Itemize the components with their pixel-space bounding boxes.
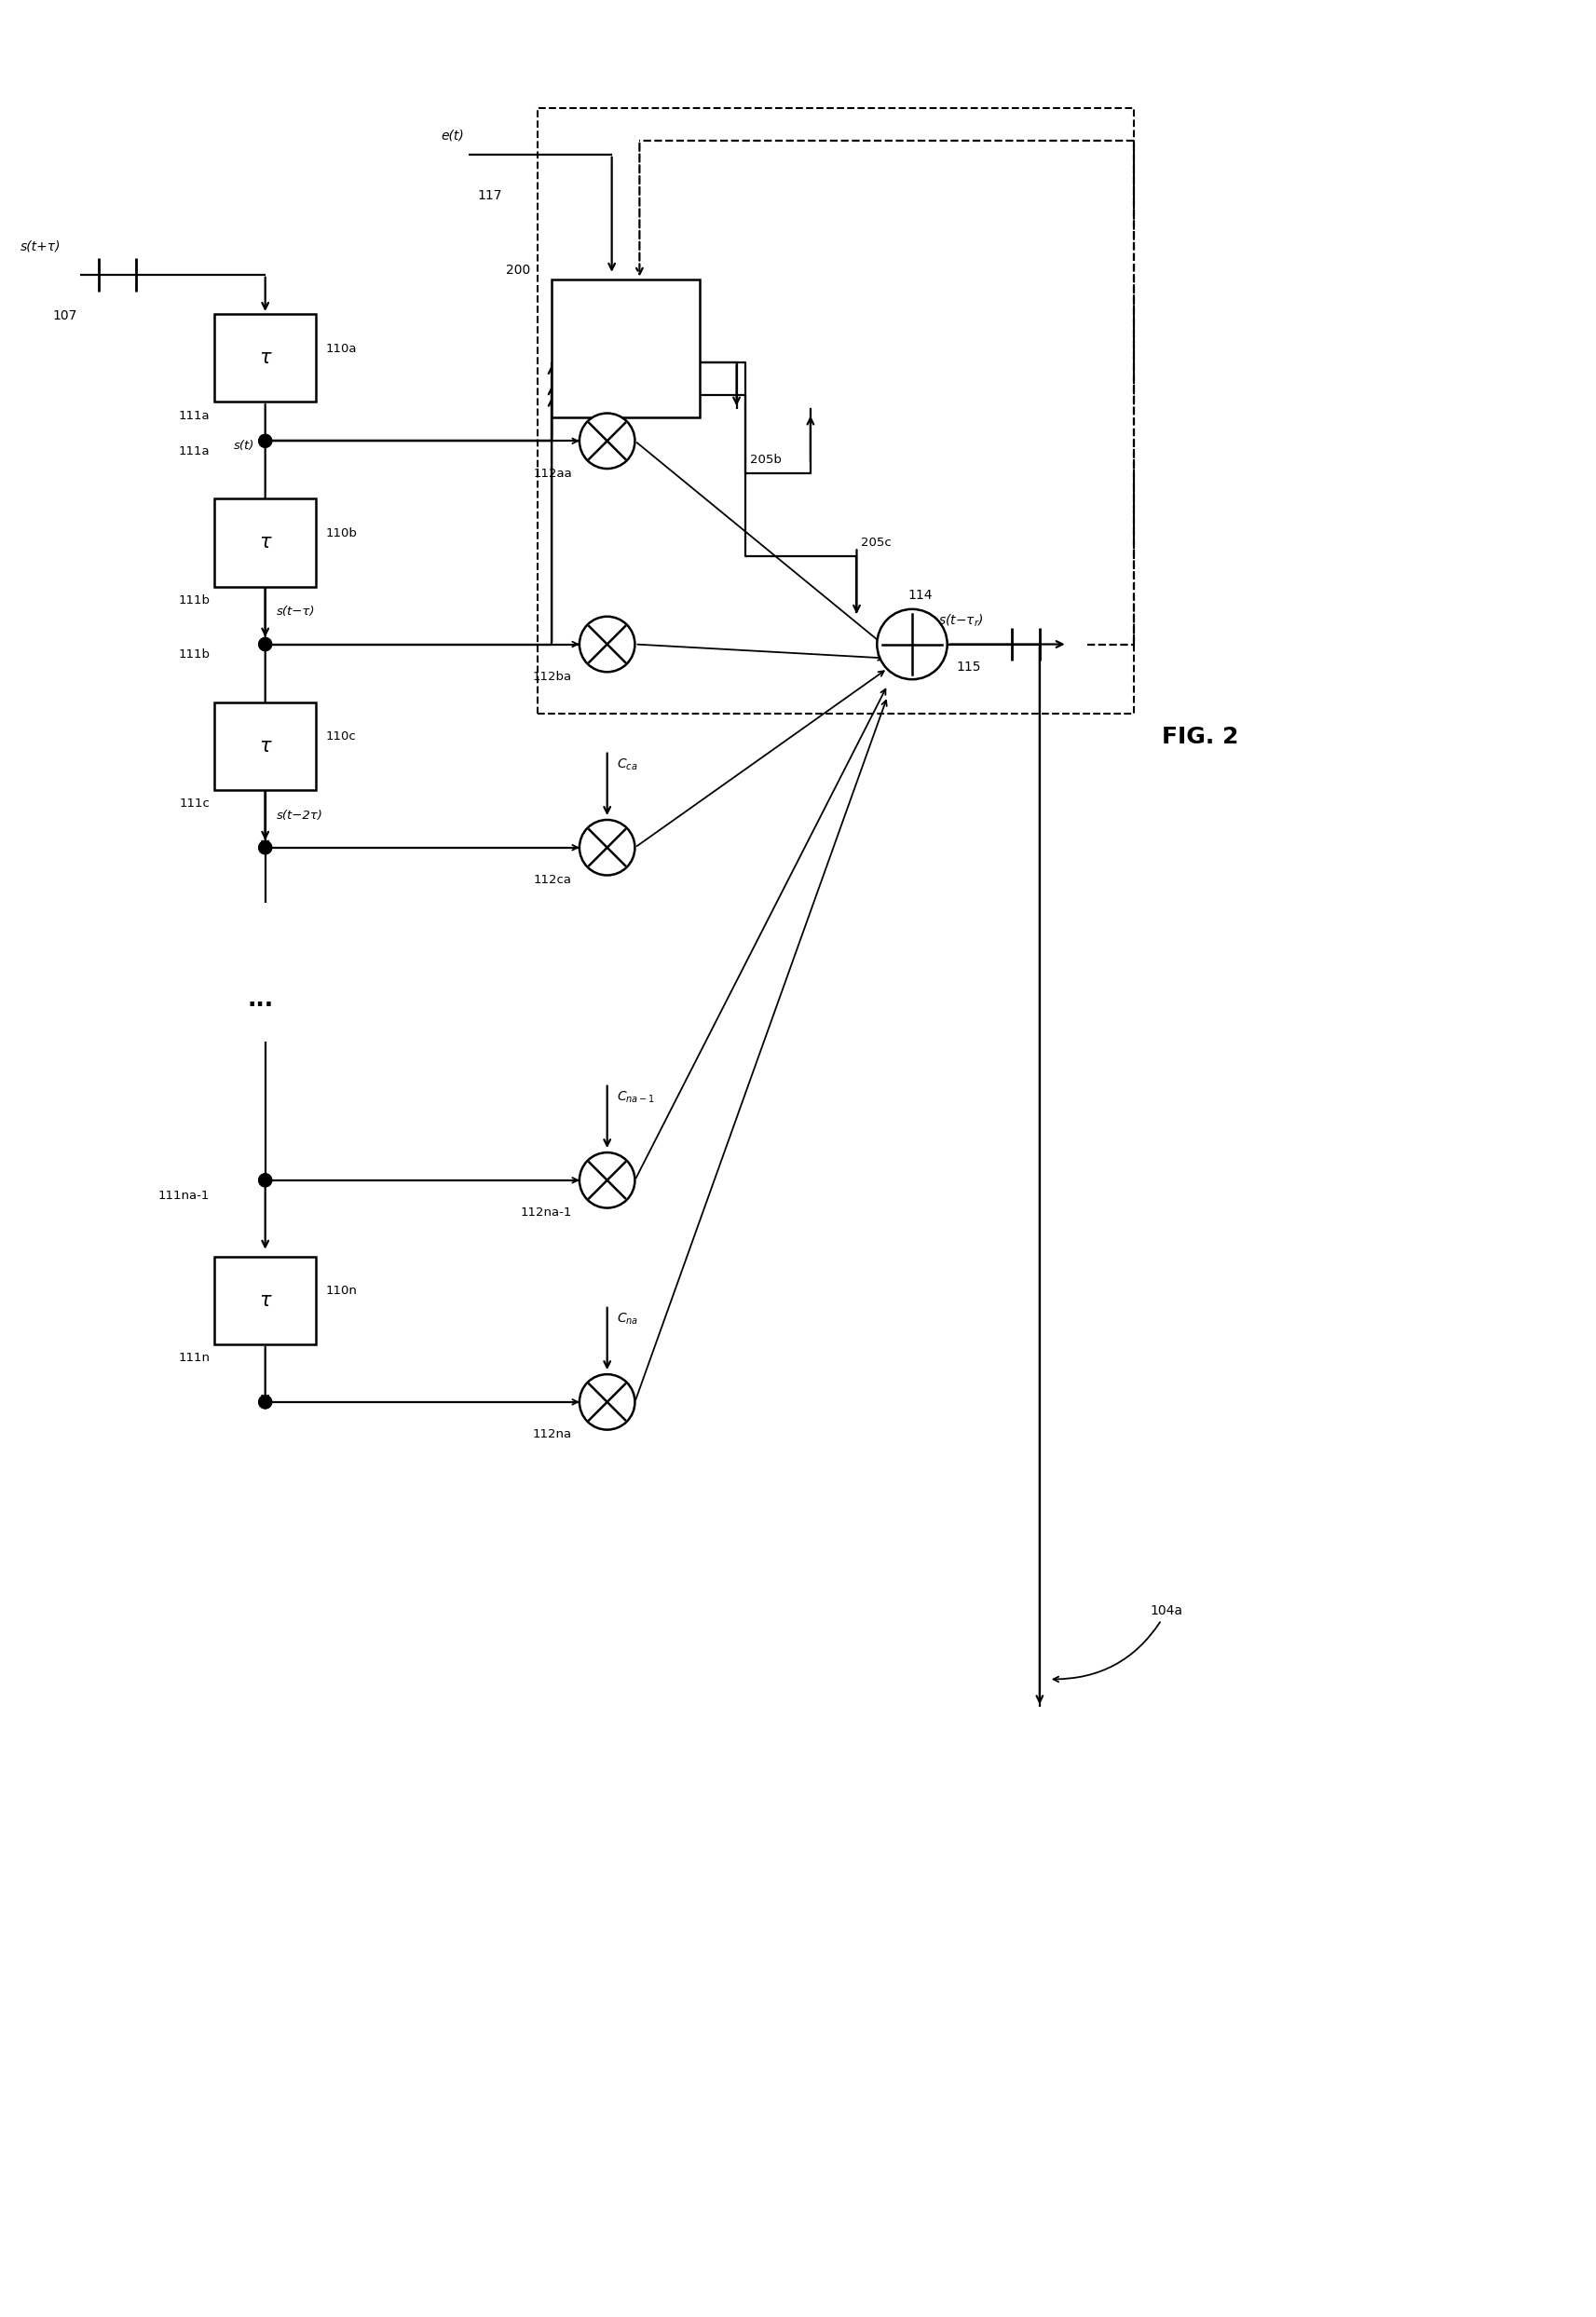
Text: τ: τ [259,348,271,366]
Circle shape [579,820,635,876]
Text: 111b: 111b [179,649,209,660]
Circle shape [259,436,271,447]
Circle shape [259,1175,271,1186]
Circle shape [259,1395,271,1409]
Text: ...: ... [247,989,273,1010]
Circle shape [579,1152,635,1207]
Circle shape [259,1395,271,1409]
Circle shape [579,412,635,468]
Text: s(t−τ$_r$): s(t−τ$_r$) [938,614,983,630]
Text: 115: 115 [956,660,982,674]
Bar [214,702,316,790]
Text: 112ba: 112ba [533,670,571,684]
Circle shape [259,841,271,855]
Text: 111a: 111a [179,445,209,459]
Text: 205c: 205c [862,538,892,549]
Text: 200: 200 [506,264,530,276]
Text: s(t−2τ): s(t−2τ) [276,809,322,820]
Text: 110c: 110c [326,730,356,744]
Text: e(t): e(t) [440,130,464,144]
Circle shape [579,616,635,672]
Text: $C_{ca}$: $C_{ca}$ [616,758,637,772]
Text: τ: τ [259,533,271,551]
Bar [214,313,316,401]
Text: $C_{na-1}$: $C_{na-1}$ [616,1089,654,1105]
Text: $C_{na}$: $C_{na}$ [616,1311,638,1325]
Text: 205b: 205b [750,454,782,466]
Text: 112na-1: 112na-1 [520,1207,571,1219]
Text: 110n: 110n [326,1286,358,1298]
Bar [552,280,699,417]
Circle shape [259,841,271,855]
Text: 117: 117 [477,190,503,202]
Text: FTA: FTA [610,341,642,357]
Text: s(t): s(t) [233,440,254,452]
Text: s(t−τ): s(t−τ) [276,605,314,619]
Text: τ: τ [259,1291,271,1309]
Bar [214,1256,316,1344]
Circle shape [579,1374,635,1430]
Text: 110b: 110b [326,528,358,540]
Text: FIG. 2: FIG. 2 [1162,725,1238,748]
Circle shape [259,1175,271,1186]
Circle shape [259,436,271,447]
Text: 110a: 110a [326,343,356,355]
Text: 112ca: 112ca [533,874,571,885]
Text: 111b: 111b [179,593,209,607]
Bar [538,109,1133,714]
Text: 112na: 112na [533,1427,571,1441]
Text: 114: 114 [908,589,932,602]
Bar [214,498,316,586]
Circle shape [259,637,271,651]
Circle shape [878,609,948,679]
Text: 112aa: 112aa [533,468,571,480]
Circle shape [259,637,271,651]
Text: 111na-1: 111na-1 [158,1189,209,1203]
Text: 107: 107 [53,310,77,322]
Text: 111c: 111c [179,797,209,809]
Text: τ: τ [259,737,271,755]
Text: 111n: 111n [179,1353,209,1365]
Text: 104a: 104a [1053,1603,1183,1682]
Text: 111a: 111a [179,410,209,422]
Text: s(t+τ): s(t+τ) [21,241,61,253]
